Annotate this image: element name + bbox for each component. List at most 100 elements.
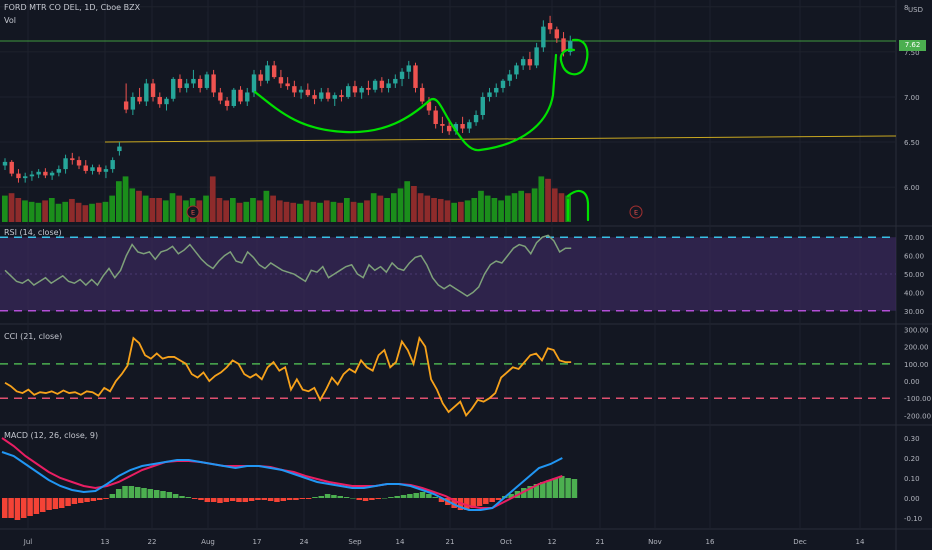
macd-histogram-bar [432, 497, 438, 498]
candle-body [446, 125, 452, 132]
candle-body [231, 89, 236, 106]
macd-histogram-bar [375, 498, 381, 499]
candle-body [251, 74, 257, 93]
candle-body [346, 86, 351, 97]
macd-histogram-bar [381, 498, 388, 499]
macd-histogram-bar [103, 498, 109, 499]
price-tick-label: 7.00 [904, 94, 920, 102]
macd-histogram-bar [14, 498, 21, 520]
volume-bar [323, 200, 330, 222]
macd-histogram-bar [166, 492, 173, 498]
earnings-marker-icon[interactable] [629, 205, 643, 219]
macd-histogram-bar [210, 498, 217, 502]
macd-histogram-bar [84, 498, 90, 502]
x-tick-label: 12 [548, 538, 557, 546]
volume-bar [129, 188, 136, 222]
volume-bar [28, 201, 35, 222]
volume-bar [290, 202, 297, 222]
cci-label: CCI (21, close) [4, 332, 63, 341]
candle-body [399, 71, 405, 79]
macd-histogram-bar [470, 498, 476, 508]
volume-bar [538, 176, 545, 222]
macd-histogram-bar [451, 498, 457, 508]
candle-body [224, 100, 230, 106]
macd-histogram-bar [77, 498, 84, 503]
macd-tick-label: 0.10 [904, 475, 920, 483]
macd-histogram-bar [293, 498, 299, 500]
candle-body [103, 169, 109, 172]
volume-bar [558, 193, 565, 222]
volume-bar [337, 202, 343, 222]
candle-body [171, 78, 176, 99]
volume-bar [109, 195, 115, 222]
macd-histogram-bar [52, 498, 59, 509]
volume-bar [95, 202, 102, 222]
volume-bar [357, 202, 364, 222]
macd-histogram-bar [559, 476, 565, 498]
volume-bar [162, 200, 169, 222]
candle-body [191, 78, 196, 84]
cci-tick-label: -200.00 [904, 412, 931, 420]
cci-line [4, 335, 572, 418]
candle-body [561, 38, 566, 52]
macd-histogram-bar [179, 496, 185, 498]
volume-bar [471, 198, 478, 222]
volume-bar [511, 193, 518, 222]
volume-bar [531, 188, 538, 222]
volume-bar [75, 202, 82, 222]
volume-bar [350, 201, 357, 222]
x-tick-label: Dec [793, 538, 807, 546]
macd-histogram-bar [388, 497, 394, 498]
x-tick-label: 17 [253, 538, 262, 546]
cci-tick-label: -100.00 [904, 395, 931, 403]
volume-bar [390, 193, 397, 222]
candle-body [541, 26, 546, 48]
volume-bar [297, 203, 303, 222]
macd-histogram-bar [33, 498, 40, 514]
macd-histogram-bar [476, 498, 483, 506]
macd-histogram-bar [540, 482, 546, 498]
volume-bar [102, 201, 109, 222]
macd-histogram-bar [337, 496, 344, 498]
volume-bar [116, 181, 122, 222]
macd-histogram-bar [274, 498, 280, 502]
candle-body [56, 169, 62, 173]
macd-histogram-bar [413, 493, 419, 498]
candle-body [204, 74, 210, 88]
volume-bar [518, 190, 525, 222]
macd-histogram-bar [8, 498, 14, 518]
macd-tick-label: 0.30 [904, 435, 920, 443]
price-tick-label: 7.50 [904, 49, 920, 57]
macd-histogram-bar [546, 480, 552, 498]
macd-histogram-bar [483, 498, 489, 504]
volume-bar [377, 195, 384, 222]
candle-body [473, 115, 479, 123]
x-tick-label: 13 [101, 538, 110, 546]
macd-histogram-bar [198, 498, 204, 500]
candle-body [487, 92, 492, 97]
volume-bar [8, 193, 15, 222]
earnings-marker-icon[interactable] [186, 205, 200, 219]
macd-histogram-bar [65, 498, 71, 506]
macd-histogram-bar [369, 498, 375, 500]
macd-histogram-bar [255, 498, 261, 500]
macd-histogram-bar [248, 498, 255, 501]
volume-bar [223, 200, 229, 222]
candle-body [177, 78, 183, 88]
candle-body [386, 83, 391, 88]
volume-bar [256, 200, 263, 222]
volume-bar [149, 198, 156, 222]
candle-body [534, 47, 539, 66]
volume-bar [230, 198, 236, 222]
macd-histogram-bar [223, 498, 230, 502]
candle-body [76, 160, 82, 166]
macd-histogram-bar [134, 487, 141, 498]
candle-body [137, 96, 142, 102]
volume-bar [136, 190, 142, 222]
candle-body [298, 89, 304, 93]
macd-histogram-bar [2, 498, 8, 518]
cci-tick-label: 300.00 [904, 326, 929, 334]
volume-bar [122, 176, 129, 222]
